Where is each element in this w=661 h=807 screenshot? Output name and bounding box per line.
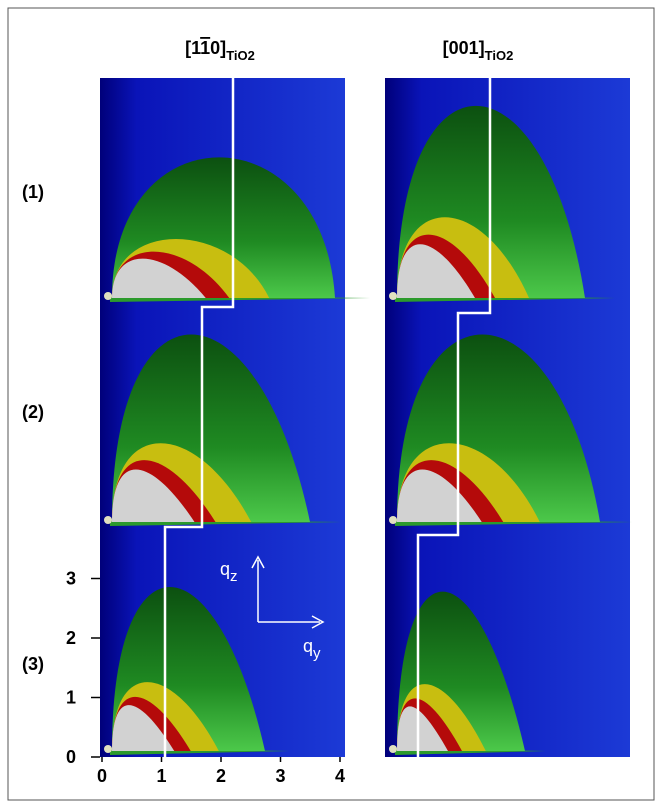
intensity-gray <box>397 244 475 298</box>
q-subscript: y <box>313 645 321 662</box>
header-part: 0] <box>210 38 226 58</box>
arrow-label: qz <box>220 559 238 585</box>
q-symbol: q <box>220 559 230 579</box>
arrowhead <box>311 615 325 629</box>
intensity-gray <box>112 258 206 298</box>
header-subscript: TiO2 <box>485 48 514 63</box>
x-tick-label: 2 <box>216 766 226 786</box>
header-part: 1 <box>200 38 210 58</box>
y-tick-label: 2 <box>66 628 76 648</box>
intensity-gray <box>397 706 448 751</box>
header-part: [001] <box>443 38 485 58</box>
q-symbol: q <box>303 636 313 656</box>
column-header: [001]TiO2 <box>443 38 514 63</box>
intensity-gray <box>112 469 195 522</box>
x-tick-label: 4 <box>335 766 345 786</box>
arrow-label: qy <box>303 636 321 662</box>
scattering-map <box>100 304 345 528</box>
scattering-map <box>385 78 630 304</box>
q-subscript: z <box>230 568 238 585</box>
specular-spot <box>389 516 397 524</box>
step-line <box>163 78 235 757</box>
scattering-map <box>100 78 371 304</box>
scattering-map <box>385 304 633 528</box>
x-tick-label: 3 <box>275 766 285 786</box>
x-tick-label: 0 <box>97 766 107 786</box>
arrowhead <box>251 555 265 569</box>
specular-spot <box>104 516 112 524</box>
column-header: [110]TiO2 <box>185 38 255 63</box>
header-subscript: TiO2 <box>226 48 255 63</box>
intensity-gray <box>112 705 175 751</box>
scattering-map <box>100 528 345 757</box>
row-label: (1) <box>22 182 44 202</box>
y-tick-label: 1 <box>66 688 76 708</box>
specular-spot <box>104 745 112 753</box>
row-label: (2) <box>22 402 44 422</box>
specular-spot <box>104 292 112 300</box>
frame <box>7 7 655 801</box>
header-part: [1 <box>185 38 201 58</box>
specular-spot <box>389 745 397 753</box>
intensity-gray <box>397 469 482 522</box>
y-tick-label: 0 <box>66 747 76 767</box>
step-line <box>416 78 492 757</box>
x-tick-label: 1 <box>156 766 166 786</box>
row-label: (3) <box>22 654 44 674</box>
y-tick-label: 3 <box>66 569 76 589</box>
specular-spot <box>389 292 397 300</box>
scattering-map <box>385 528 630 757</box>
